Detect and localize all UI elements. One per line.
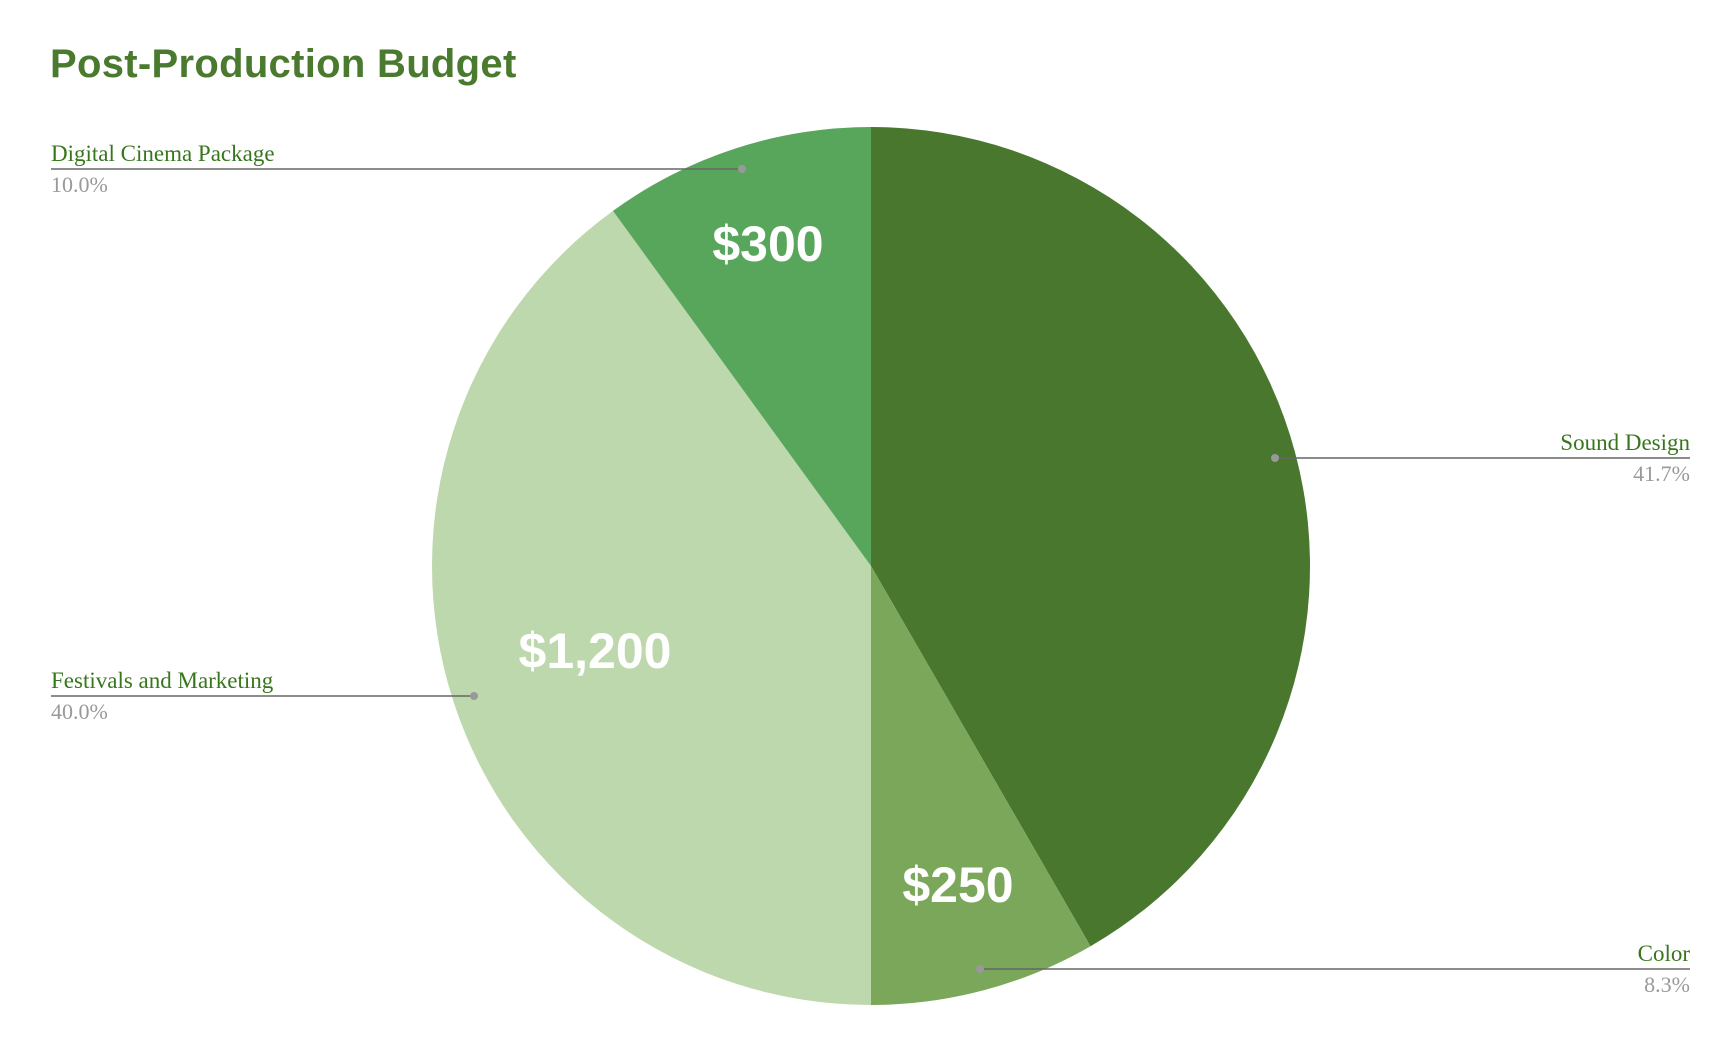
- slice-percent-label: 10.0%: [51, 172, 108, 197]
- chart-title: Post-Production Budget: [50, 42, 517, 86]
- pie-callouts: Sound Design 41.7% Color 8.3% Festivals and …: [51, 141, 1690, 997]
- slice-value-label: $1,250: [1292, 403, 1445, 459]
- leader-dot: [976, 965, 984, 973]
- slice-category-label: Sound Design: [1560, 430, 1690, 455]
- slice-category-label: Digital Cinema Package: [51, 141, 275, 166]
- leader-dot: [738, 165, 746, 173]
- slice-value-label: $250: [902, 857, 1013, 913]
- slice-category-label: Festivals and Marketing: [51, 668, 274, 693]
- leader-dot: [1271, 454, 1279, 462]
- slice-value-label: $1,200: [519, 623, 672, 679]
- pie-value-labels: $1,250 $250 $1,200 $300: [519, 216, 1445, 913]
- slice-percent-label: 8.3%: [1644, 972, 1690, 997]
- pie-slice-digital-cinema-package: [612, 127, 871, 566]
- slice-category-label: Color: [1638, 941, 1691, 966]
- pie-slice-festivals-and-marketing: [431, 210, 871, 1006]
- pie-slices: [431, 127, 1311, 1006]
- leader-dot: [470, 692, 478, 700]
- pie-slice-sound-design: [871, 127, 1311, 947]
- slice-percent-label: 41.7%: [1633, 461, 1690, 486]
- pie-slice-color: [871, 566, 1091, 1005]
- slice-percent-label: 40.0%: [51, 699, 108, 724]
- slice-value-label: $300: [712, 216, 823, 272]
